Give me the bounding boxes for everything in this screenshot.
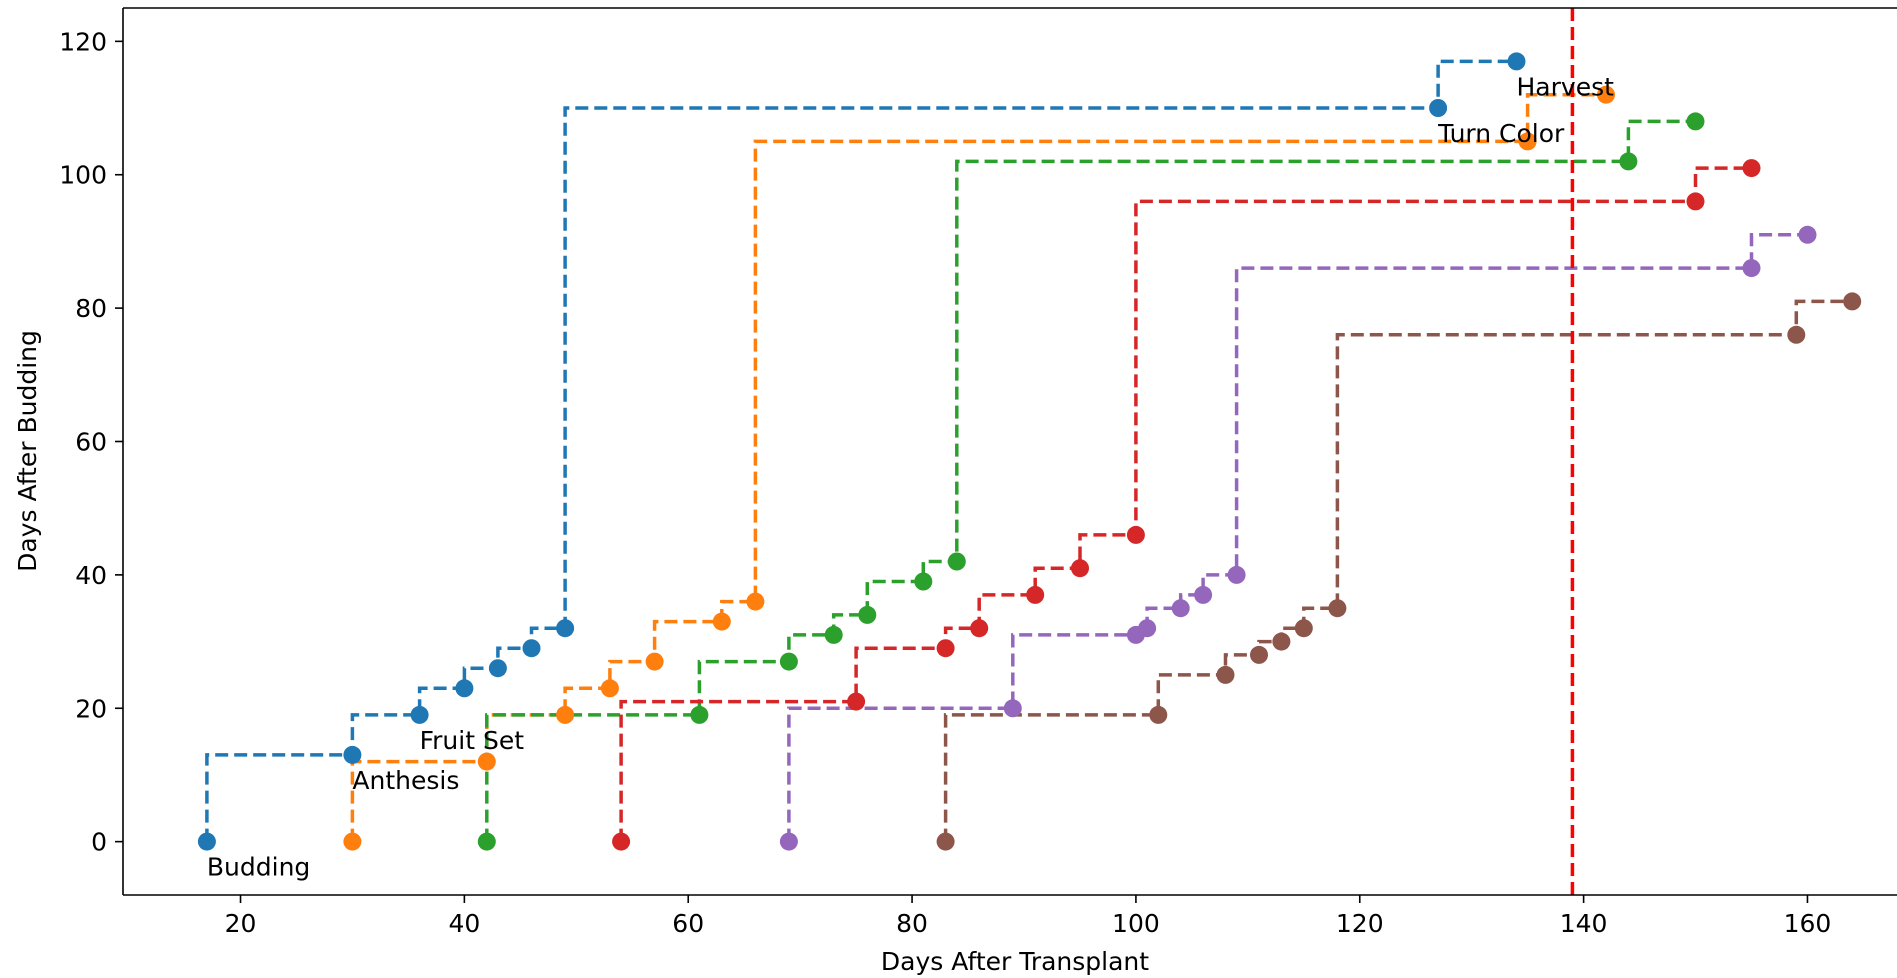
data-point-s1-6 [522, 639, 541, 658]
y-axis-label: Days After Budding [13, 330, 42, 572]
annotations: Budding Anthesis Fruit Set Turn Color Harves… [207, 72, 1614, 881]
y-tick-label: 40 [75, 561, 107, 590]
data-point-s2-3 [556, 705, 575, 724]
x-tick-label: 160 [1784, 909, 1832, 938]
annotation-1: Budding [207, 853, 310, 882]
data-point-s4-8 [1686, 192, 1705, 211]
series-line-5 [787, 233, 1808, 842]
annotation-4: Turn Color [1437, 119, 1565, 148]
data-point-s1-9 [1507, 52, 1526, 71]
data-point-s6-5 [1272, 632, 1291, 651]
data-point-s1-2 [343, 745, 362, 764]
annotation-2: Anthesis [352, 766, 459, 795]
data-point-s3-5 [858, 605, 877, 624]
series-line-4 [619, 166, 1752, 842]
data-point-s4-1 [612, 832, 631, 851]
data-point-s3-4 [824, 625, 843, 644]
data-point-s1-1 [197, 832, 216, 851]
data-point-s6-1 [936, 832, 955, 851]
data-point-s3-1 [477, 832, 496, 851]
data-point-s2-1 [343, 832, 362, 851]
data-point-s4-4 [970, 619, 989, 638]
plot-markers [197, 52, 1862, 851]
y-tick-label: 20 [75, 694, 107, 723]
data-point-s2-8 [1518, 132, 1537, 151]
data-point-s2-2 [477, 752, 496, 771]
y-tick-label: 80 [75, 294, 107, 323]
data-point-s6-3 [1216, 665, 1235, 684]
data-point-s6-2 [1149, 705, 1168, 724]
data-point-s1-3 [410, 705, 429, 724]
data-point-s2-7 [746, 592, 765, 611]
data-point-s1-5 [488, 659, 507, 678]
data-point-s2-4 [600, 679, 619, 698]
data-point-s3-6 [914, 572, 933, 591]
x-tick-label: 40 [448, 909, 480, 938]
data-point-s2-6 [712, 612, 731, 631]
data-point-s3-3 [779, 652, 798, 671]
data-point-s4-9 [1742, 159, 1761, 178]
y-tick-label: 60 [75, 427, 107, 456]
data-point-s5-2 [1003, 699, 1022, 718]
data-point-s6-4 [1250, 645, 1268, 664]
data-point-s1-8 [1429, 99, 1448, 117]
data-point-s5-1 [779, 832, 798, 851]
x-tick-label: 120 [1336, 909, 1384, 938]
data-point-s5-5 [1171, 599, 1190, 618]
data-point-s5-6 [1194, 585, 1213, 604]
data-point-s2-5 [645, 652, 664, 671]
axes: 20 40 60 80 100 120 140 160 0 20 40 60 80 100 120 [59, 7, 1897, 938]
data-point-s6-6 [1294, 619, 1313, 638]
data-point-s3-8 [1619, 152, 1638, 171]
data-point-s5-8 [1742, 259, 1761, 278]
data-point-s4-3 [936, 639, 955, 658]
data-point-s4-2 [847, 692, 866, 711]
y-tick-label: 120 [59, 27, 107, 56]
data-point-s2-9 [1597, 85, 1615, 104]
x-axis-label: Days After Transplant [881, 947, 1149, 976]
y-tick-label: 0 [91, 828, 107, 857]
data-point-s1-7 [556, 619, 575, 638]
data-point-s4-6 [1071, 559, 1089, 578]
data-point-s3-2 [690, 705, 709, 724]
x-tick-label: 20 [225, 909, 257, 938]
data-point-s4-7 [1126, 525, 1145, 544]
data-point-s5-9 [1798, 225, 1817, 244]
data-point-s6-7 [1328, 599, 1347, 618]
data-point-s3-9 [1686, 112, 1705, 131]
data-point-s1-4 [455, 679, 474, 698]
x-tick-label: 140 [1560, 909, 1608, 938]
x-tick-label: 60 [672, 909, 704, 938]
y-tick-label: 100 [59, 161, 107, 190]
data-point-s5-7 [1227, 565, 1246, 584]
data-point-s6-9 [1843, 292, 1862, 311]
data-point-s5-4 [1138, 619, 1157, 638]
series-line-3 [485, 119, 1696, 842]
data-point-s3-7 [947, 552, 966, 571]
x-tick-label: 100 [1112, 909, 1160, 938]
data-point-s6-8 [1787, 325, 1806, 344]
data-point-s4-5 [1026, 585, 1045, 604]
annotation-5: Harvest [1517, 72, 1615, 101]
annotation-3: Fruit Set [420, 726, 525, 755]
x-tick-label: 80 [896, 909, 928, 938]
